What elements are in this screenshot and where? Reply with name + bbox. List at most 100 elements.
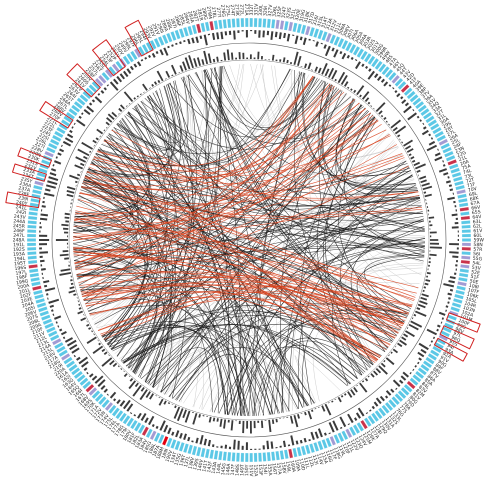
inner-histogram-bar xyxy=(212,58,216,63)
inner-histogram-bar xyxy=(230,52,234,60)
residue-tile xyxy=(275,450,280,461)
black-chord xyxy=(318,85,405,323)
residue-tile xyxy=(450,167,461,174)
inner-histogram-bar xyxy=(86,323,90,327)
inner-histogram-bar xyxy=(184,57,191,70)
inner-histogram-bar xyxy=(167,402,171,405)
residue-tile xyxy=(454,180,464,187)
residue-tile xyxy=(427,119,438,128)
outer-histogram-bar xyxy=(195,437,199,444)
black-chord xyxy=(294,70,416,186)
residue-tile xyxy=(70,367,81,376)
inner-histogram-bar xyxy=(66,193,74,198)
red-chord xyxy=(74,112,371,221)
residue-tile xyxy=(122,414,131,425)
inner-histogram-bar xyxy=(356,85,365,96)
outer-histogram-bar xyxy=(39,259,45,263)
residue-label: 136T xyxy=(178,454,187,467)
outer-histogram-bar xyxy=(369,409,372,412)
outer-histogram-bar xyxy=(395,387,398,390)
residue-label: 330L xyxy=(258,4,265,16)
outer-histogram-bar xyxy=(155,425,159,429)
outer-histogram-bar xyxy=(71,126,74,129)
outer-histogram-bar xyxy=(430,340,434,343)
outer-histogram-bar xyxy=(294,35,299,45)
black-chord xyxy=(137,103,405,324)
outer-histogram-bar xyxy=(76,119,86,127)
inner-histogram-bar xyxy=(414,310,427,317)
residue-label: 238F xyxy=(17,190,30,198)
black-chord xyxy=(301,72,418,190)
residue-label: 297F xyxy=(125,36,136,49)
residue-label: 237A xyxy=(18,185,32,194)
inner-histogram-bar xyxy=(364,377,369,382)
faint-chord xyxy=(132,107,404,176)
outer-histogram-bar xyxy=(179,432,183,439)
black-chord xyxy=(75,211,411,312)
residue-label: 243V xyxy=(13,214,26,221)
residue-label: 247L xyxy=(13,233,25,239)
outer-histogram-bar xyxy=(315,41,319,47)
residue-label: 103N xyxy=(462,305,475,314)
red-chord xyxy=(84,290,381,358)
residue-tile xyxy=(187,25,194,36)
inner-histogram-bar xyxy=(67,235,69,238)
residue-tile xyxy=(455,184,466,191)
inner-histogram-bar xyxy=(375,102,386,112)
residue-tile xyxy=(153,432,161,443)
inner-histogram-bar xyxy=(91,330,94,333)
outer-histogram-bar xyxy=(350,56,354,61)
outer-histogram-bar xyxy=(53,315,62,320)
residue-tile xyxy=(455,289,466,296)
black-chord xyxy=(117,122,425,246)
outer-histogram-bar xyxy=(392,379,401,387)
residue-label: 84L xyxy=(420,381,431,391)
residue-label: 295L xyxy=(134,31,145,44)
inner-histogram-bar xyxy=(286,416,289,418)
residue-tile xyxy=(49,334,60,342)
outer-histogram-bar xyxy=(328,432,331,435)
inner-histogram-bar xyxy=(158,396,161,399)
red-chord xyxy=(83,280,406,322)
outer-histogram-bar xyxy=(167,427,172,435)
residue-label: 141T xyxy=(201,460,209,473)
residue-label: 208L xyxy=(28,318,41,328)
red-chord xyxy=(92,108,367,178)
outer-histogram-bar xyxy=(279,445,282,448)
inner-histogram-bar xyxy=(304,411,307,416)
residue-label: 315L xyxy=(316,15,325,28)
residue-tile xyxy=(165,437,173,448)
residue-label: 83V xyxy=(417,384,428,395)
black-chord xyxy=(73,224,280,414)
inner-histogram-bar xyxy=(158,398,164,406)
residue-tile xyxy=(218,450,223,461)
outer-histogram-bar xyxy=(171,44,174,47)
inner-histogram-bar xyxy=(63,227,69,230)
residue-tile xyxy=(76,97,86,107)
outer-histogram-bar xyxy=(191,440,194,443)
residue-label: 105L xyxy=(465,296,478,305)
residue-tile xyxy=(37,306,48,313)
inner-histogram-bar xyxy=(337,396,342,403)
residue-tile xyxy=(406,90,416,100)
residue-tile xyxy=(170,31,177,42)
black-chord xyxy=(85,175,162,373)
residue-tile xyxy=(460,264,470,269)
outer-histogram-bar xyxy=(323,44,327,49)
residue-label: 159L xyxy=(284,461,292,474)
residue-tile xyxy=(329,34,337,45)
black-chord xyxy=(88,167,374,366)
residue-tile xyxy=(174,440,181,451)
inner-histogram-bar xyxy=(184,410,191,423)
inner-histogram-bar xyxy=(420,179,427,184)
residue-label: 54L xyxy=(472,260,481,267)
red-chord xyxy=(73,85,335,250)
residue-label: 311L xyxy=(333,21,343,34)
faint-chord xyxy=(354,134,421,203)
residue-tile xyxy=(27,220,37,225)
outer-histogram-bar xyxy=(57,325,60,328)
residue-label: 108I xyxy=(468,283,479,291)
residue-label: 140V xyxy=(197,458,206,472)
residue-tile xyxy=(40,314,51,321)
outer-histogram-bar xyxy=(332,420,339,431)
